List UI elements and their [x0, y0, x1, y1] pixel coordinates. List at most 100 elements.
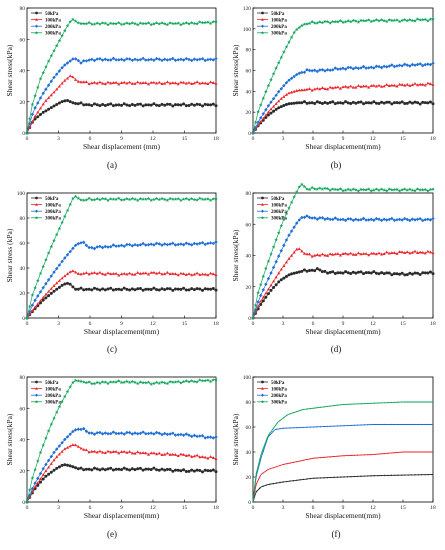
data-point: [312, 187, 317, 191]
data-point: [127, 57, 132, 61]
data-point: [33, 114, 37, 118]
data-point: [128, 271, 132, 275]
data-point: [33, 481, 37, 485]
series-line: [252, 474, 434, 503]
data-point: [84, 429, 89, 433]
data-point: [103, 431, 108, 435]
data-point: [302, 88, 306, 92]
series-100kPa: [25, 269, 218, 320]
data-point: [333, 19, 338, 24]
data-point: [271, 265, 276, 270]
data-point: [79, 80, 83, 84]
data-point: [360, 454, 362, 456]
data-point: [380, 453, 382, 455]
data-point: [173, 21, 178, 26]
data-point: [326, 476, 328, 479]
data-point: [92, 58, 97, 63]
data-point: [211, 241, 216, 246]
x-tick-label: 12: [370, 136, 376, 142]
data-point: [133, 288, 137, 292]
data-point: [296, 460, 298, 463]
data-point: [46, 251, 51, 255]
data-point: [413, 188, 417, 193]
data-point: [38, 76, 43, 81]
data-point: [195, 287, 199, 291]
data-point: [133, 197, 137, 201]
data-point: [154, 56, 159, 61]
data-point: [274, 93, 278, 97]
data-point: [55, 287, 59, 291]
data-point: [269, 107, 273, 111]
data-point: [251, 131, 255, 135]
data-point: [282, 264, 286, 267]
data-point: [284, 238, 289, 242]
data-point: [330, 187, 335, 191]
data-point: [373, 423, 376, 426]
data-point: [427, 473, 430, 476]
data-point: [68, 59, 72, 63]
data-point: [354, 217, 358, 222]
data-point: [192, 57, 197, 61]
data-point: [144, 271, 148, 275]
data-point: [41, 264, 46, 269]
data-point: [414, 423, 416, 426]
data-point: [71, 380, 75, 384]
data-point: [400, 83, 404, 86]
data-point: [417, 451, 420, 453]
data-point: [71, 57, 75, 61]
data-point: [157, 197, 162, 202]
data-point: [154, 241, 159, 246]
data-point: [395, 64, 399, 68]
data-point: [141, 241, 145, 246]
data-point: [253, 303, 258, 307]
data-point: [341, 271, 345, 275]
data-point: [310, 19, 314, 24]
data-point: [95, 57, 99, 61]
data-point: [369, 101, 373, 105]
data-point: [157, 381, 162, 385]
data-point: [143, 21, 148, 26]
data-point: [377, 102, 381, 106]
data-point: [266, 276, 271, 281]
data-point: [387, 17, 392, 22]
data-point: [206, 197, 210, 201]
data-point: [287, 91, 291, 95]
data-point: [160, 243, 164, 247]
data-point: [184, 196, 189, 201]
data-point: [160, 380, 164, 384]
data-point: [300, 23, 304, 28]
data-point: [208, 198, 213, 202]
data-point: [341, 20, 345, 24]
data-point: [320, 20, 325, 25]
data-point: [408, 218, 412, 223]
data-point: [400, 187, 404, 192]
data-point: [198, 103, 202, 107]
x-tick-label: 18: [213, 321, 219, 327]
data-point: [35, 387, 38, 390]
data-point: [30, 303, 35, 307]
data-point: [182, 453, 186, 456]
data-point: [157, 288, 161, 292]
data-point: [379, 17, 384, 22]
data-point: [206, 241, 210, 246]
data-point: [73, 19, 78, 23]
data-point: [138, 57, 143, 62]
data-point: [168, 432, 172, 436]
data-point: [109, 102, 113, 106]
data-point: [122, 432, 126, 436]
data-point: [346, 271, 350, 275]
x-tick-label: 15: [400, 505, 406, 511]
data-point: [152, 270, 156, 274]
data-point: [168, 287, 172, 291]
data-point: [44, 257, 48, 262]
data-point: [349, 102, 353, 106]
data-point: [162, 21, 167, 26]
data-point: [49, 274, 54, 278]
data-point: [292, 74, 296, 79]
data-point: [111, 81, 115, 84]
data-point: [128, 468, 132, 472]
data-point: [135, 58, 140, 62]
data-point: [28, 312, 32, 316]
data-point: [380, 423, 383, 426]
